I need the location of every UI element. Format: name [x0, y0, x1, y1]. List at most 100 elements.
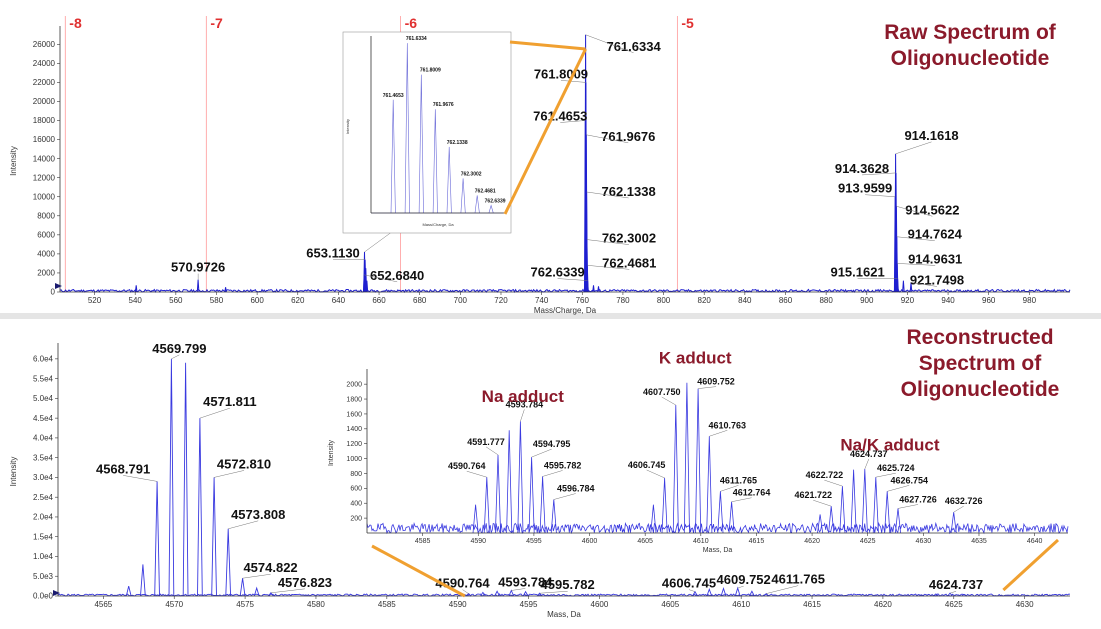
peak-label: 4607.750	[643, 387, 681, 397]
spectrum-peak	[488, 204, 494, 214]
spectrum-peak	[365, 280, 369, 293]
peak-label-leader	[171, 354, 180, 360]
y-tick-label: 1200	[346, 441, 362, 448]
spectrum-peak	[884, 491, 891, 534]
peak-label-leader	[586, 134, 629, 144]
spectrum-peak	[474, 195, 480, 214]
y-tick-label: 4.5e4	[33, 414, 54, 423]
spectrum-peak	[734, 586, 741, 597]
spectrum-peak	[140, 564, 146, 597]
spectrum-peak	[850, 469, 857, 534]
peak-label: 761.6334	[406, 36, 427, 42]
peak-label-leader	[586, 191, 629, 199]
peak-label: 4595.782	[544, 460, 582, 470]
raw-title-line2: Oligonucleotide	[890, 47, 1050, 70]
peak-label-leader	[897, 263, 936, 266]
peak-label-leader	[875, 472, 896, 478]
peak-label: 914.1618	[904, 128, 958, 143]
x-tick-label: 800	[657, 296, 671, 305]
peak-label-leader	[364, 229, 395, 253]
peak-label: 4569.799	[152, 341, 206, 356]
x-tick-label: 880	[819, 296, 833, 305]
peak-label-leader	[228, 520, 259, 530]
spectrum-peak	[154, 481, 160, 597]
y-tick-label: 16000	[33, 135, 56, 144]
peak-label: 4612.764	[733, 488, 771, 498]
x-tick-label: 4615	[803, 600, 821, 609]
x-tick-label: 820	[698, 296, 712, 305]
peak-label: 762.1338	[447, 140, 468, 146]
x-tick-label: 680	[413, 296, 427, 305]
peak-label-leader	[896, 206, 933, 217]
spectrum-peak	[528, 457, 535, 534]
x-tick-label: 4640	[1027, 538, 1043, 545]
y-tick-label: 6.0e4	[33, 355, 54, 364]
raw-inset-y-axis-label: Intensity	[345, 119, 350, 134]
y-tick-label: 18000	[33, 116, 56, 125]
charge-marker-label: -8	[69, 15, 82, 31]
y-tick-label: 1800	[346, 396, 362, 403]
spectrum-peak	[225, 528, 232, 597]
peak-label: 762.4681	[475, 188, 496, 194]
charge-marker-label: -6	[405, 15, 418, 31]
y-tick-label: 5.0e3	[33, 572, 54, 581]
peak-label: 913.9599	[838, 181, 892, 196]
peak-label-leader	[270, 588, 305, 594]
spectrum-peak	[125, 585, 132, 597]
y-tick-label: 4000	[37, 250, 55, 259]
peak-label-leader	[865, 194, 896, 197]
x-tick-label: 540	[129, 296, 143, 305]
peak-label-leader	[466, 470, 487, 478]
y-tick-label: 14000	[33, 154, 56, 163]
recon-chart: 4565 4570 4575 4580 4585 4590 4595 4600 4605 4610…	[9, 341, 1071, 619]
recon-baseline-trace	[57, 593, 1071, 597]
peak-label: 4621.722	[794, 490, 832, 500]
spectrum-peak	[522, 590, 529, 597]
raw-chart: -8 -7 -6 -5 520 540 560 580 600 620 640 660 680 700 72…	[9, 15, 1071, 315]
spectrum-peak	[706, 436, 713, 534]
peak-label-leader	[587, 265, 630, 270]
peak-label-leader	[511, 588, 526, 591]
peak-label: 762.6339	[485, 198, 506, 204]
recon-y-axis-label: Intensity	[9, 457, 18, 487]
raw-spectrum-title: Raw Spectrum of Oligonucleotide	[860, 20, 1080, 72]
x-tick-label: 4575	[236, 600, 254, 609]
peak-label-leader	[553, 493, 576, 500]
spectrum-peak	[717, 491, 724, 534]
x-tick-label: 560	[169, 296, 183, 305]
y-tick-label: 4.0e4	[33, 434, 54, 443]
spectrum-peak	[672, 404, 679, 534]
y-tick-label: 26000	[33, 40, 56, 49]
peak-label: 4627.726	[899, 494, 937, 504]
peak-label: 4606.745	[662, 576, 716, 591]
x-tick-label: 4620	[804, 538, 820, 545]
spectrum-peak	[460, 178, 466, 214]
spectrum-peak	[961, 593, 967, 597]
peak-label: 570.9726	[171, 260, 225, 275]
peak-label: 921.7498	[910, 272, 964, 287]
y-tick-label: 0	[51, 288, 56, 297]
spectrum-peak	[683, 382, 690, 534]
x-tick-label: 580	[210, 296, 224, 305]
spectrum-peak	[947, 592, 953, 597]
peak-label-leader	[560, 80, 586, 83]
x-tick-label: 4585	[415, 538, 431, 545]
x-tick-label: 780	[616, 296, 630, 305]
y-tick-label: 3.5e4	[33, 453, 54, 462]
peak-label: 761.4653	[533, 109, 587, 124]
spectrum-peak	[134, 285, 138, 293]
x-tick-label: 4590	[449, 600, 467, 609]
peak-label-leader	[910, 282, 938, 287]
peak-label: 761.8009	[534, 66, 588, 81]
x-tick-label: 920	[901, 296, 915, 305]
peak-label-leader	[688, 589, 696, 592]
x-tick-label: 4625	[945, 600, 963, 609]
peak-label-leader	[887, 485, 910, 492]
peak-label: 914.7624	[908, 227, 963, 242]
raw-x-axis-label: Mass/Charge, Da	[534, 306, 597, 315]
recon-inset-chart: 4585 4590 4595 4600 4605 4610 4615 4620 4625 4630…	[328, 348, 1074, 554]
peak-label-leader	[462, 589, 469, 594]
peak-label: 652.6840	[370, 268, 424, 283]
peak-label: 4595.782	[541, 577, 595, 592]
adduct-label: Na adduct	[482, 387, 565, 406]
